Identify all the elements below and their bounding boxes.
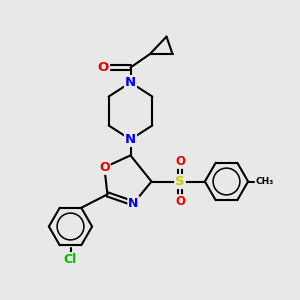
Text: Cl: Cl: [64, 253, 77, 266]
Text: S: S: [175, 175, 185, 188]
Text: O: O: [175, 155, 185, 168]
Text: O: O: [98, 61, 109, 74]
Text: CH₃: CH₃: [256, 177, 274, 186]
Text: O: O: [99, 161, 110, 174]
Text: N: N: [125, 76, 136, 89]
Text: N: N: [128, 197, 139, 210]
Text: N: N: [125, 133, 136, 146]
Text: O: O: [175, 195, 185, 208]
